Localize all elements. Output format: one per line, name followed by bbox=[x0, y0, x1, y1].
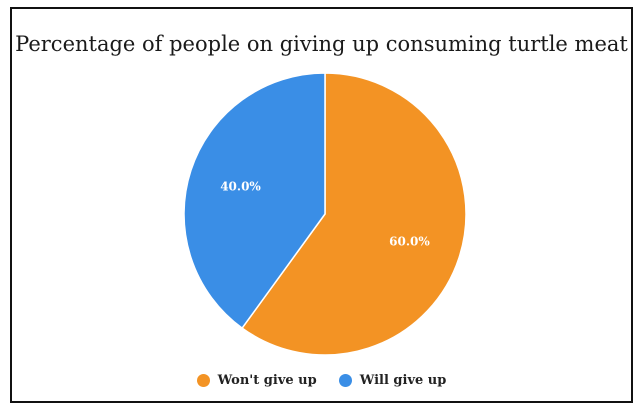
legend-label-will-give-up: Will give up bbox=[359, 373, 447, 388]
data-label-won-t-give-up: 60.0% bbox=[389, 234, 430, 248]
legend-item-will-give-up: Will give up bbox=[338, 373, 447, 388]
pie-slice-won-t-give-up bbox=[241, 72, 467, 356]
chart-title: Percentage of people on giving up consum… bbox=[15, 32, 628, 56]
legend-swatch-will-give-up bbox=[338, 374, 352, 387]
legend: Won't give up Will give up bbox=[12, 373, 631, 388]
legend-swatch-wont-give-up bbox=[196, 374, 210, 387]
chart-frame: Percentage of people on giving up consum… bbox=[10, 7, 633, 403]
data-label-will-give-up: 40.0% bbox=[220, 180, 261, 194]
pie-slice-will-give-up bbox=[183, 72, 326, 330]
pie-chart: 60.0% 40.0% bbox=[183, 72, 467, 356]
legend-item-wont-give-up: Won't give up bbox=[196, 373, 317, 388]
legend-label-wont-give-up: Won't give up bbox=[217, 373, 317, 388]
